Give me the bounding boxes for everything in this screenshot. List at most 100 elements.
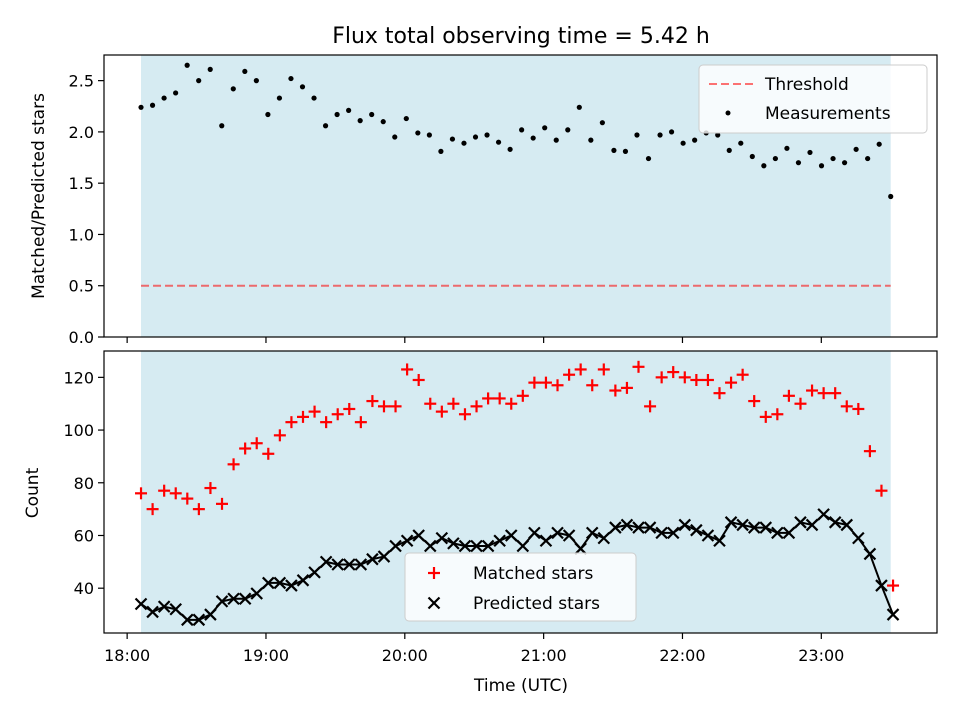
predicted-star-marker (181, 613, 194, 627)
predicted-star-marker (562, 529, 576, 542)
predicted-star-marker (771, 526, 784, 540)
predicted-star-marker (701, 529, 715, 542)
matched-star-marker (794, 397, 807, 410)
predicted-star-marker (794, 516, 807, 529)
count-y-tick-label: 60 (74, 526, 94, 545)
matched-star-marker (667, 366, 680, 379)
count-x-ticks: 18:00 19:00 20:00 21:00 22:00 23:00 (104, 633, 844, 665)
ratio-y-axis-label: Matched/Predicted stars (29, 93, 49, 299)
measurement-point (645, 155, 652, 162)
measurement-point (680, 140, 686, 146)
legend-predicted-swatch (427, 596, 441, 610)
predicted-star-marker (828, 516, 842, 529)
ratio-y-tick-label: 2.5 (69, 72, 94, 91)
measurement-point (472, 134, 479, 140)
measurement-point (507, 146, 513, 152)
count-plot-frame (103, 350, 938, 634)
measurement-point (749, 153, 755, 160)
matched-star-marker (817, 387, 830, 400)
predicted-star-marker (273, 576, 287, 590)
measurement-point (634, 132, 640, 138)
measurement-point (288, 75, 294, 82)
ratio-legend-box (698, 64, 928, 134)
measurement-point (461, 140, 467, 146)
predicted-star-marker (366, 552, 379, 566)
predicted-star-marker (690, 523, 703, 537)
measurement-point (853, 146, 859, 152)
measurement-point (184, 62, 190, 68)
predicted-star-marker (736, 518, 749, 532)
predicted-star-marker (643, 521, 657, 534)
matched-star-marker (748, 395, 761, 408)
matched-star-marker (482, 392, 495, 405)
matched-star-marker (470, 400, 483, 413)
predicted-star-marker (493, 534, 506, 548)
predicted-star-marker (840, 518, 854, 532)
measurement-point (415, 130, 421, 136)
matched-star-marker (389, 400, 402, 413)
ratio-y-tick-label: 0.5 (69, 277, 94, 296)
matched-star-marker (586, 379, 599, 392)
measurement-point (876, 141, 882, 147)
x-tick-label: 21:00 (521, 646, 567, 665)
matched-star-marker (539, 376, 552, 389)
predicted-star-marker (863, 547, 877, 561)
predicted-star-marker (238, 592, 252, 606)
x-tick-label: 19:00 (243, 646, 289, 665)
matched-star-marker (435, 405, 448, 418)
matched-star-marker (181, 492, 194, 505)
measurement-point (784, 145, 790, 151)
measurement-point (576, 104, 582, 110)
matched-star-marker (875, 484, 888, 497)
matched-star-marker (632, 360, 645, 373)
predicted-star-marker (308, 566, 321, 579)
measurement-point (715, 132, 721, 138)
matched-star-marker (725, 376, 738, 389)
count-y-tick-label: 120 (63, 368, 94, 387)
predicted-star-marker (389, 539, 402, 553)
count-y-ticks: 40 60 80 100 120 (63, 368, 104, 598)
predicted-star-marker (146, 605, 159, 619)
ratio-y-tick-label: 1.0 (69, 225, 94, 244)
measurement-point (392, 134, 398, 140)
predicted-star-marker (875, 579, 888, 592)
matched-star-marker (146, 503, 159, 516)
legend-threshold-label: Threshold (764, 75, 849, 95)
measurement-point (311, 95, 317, 101)
matched-star-marker (424, 397, 437, 410)
matched-star-marker (644, 400, 657, 413)
measurement-point (357, 118, 363, 124)
measurement-point (865, 155, 871, 162)
x-axis-label: Time (UTC) (473, 676, 568, 696)
legend-matched-label: Matched stars (473, 564, 593, 584)
matched-star-marker (678, 371, 691, 384)
predicted-star-marker (551, 526, 564, 540)
ratio-panel: 0.0 0.5 1.0 1.5 2.0 2.5 Matched/Predicted sta… (29, 54, 938, 347)
measurement-point (242, 68, 248, 75)
predicted-star-marker (852, 531, 865, 545)
measurement-point (565, 127, 571, 133)
predicted-star-marker (632, 521, 645, 534)
measurement-point (265, 111, 271, 118)
matched-star-marker (285, 416, 298, 429)
matched-star-marker (239, 442, 252, 455)
matched-star-marker (713, 387, 726, 400)
matched-star-marker (169, 487, 182, 500)
measurement-point (841, 160, 848, 166)
predicted-star-marker (817, 508, 830, 521)
legend-measurement-label: Measurements (765, 104, 891, 124)
predicted-star-marker (585, 526, 599, 540)
predicted-star-marker (782, 526, 796, 540)
measurement-point (196, 78, 202, 84)
measurement-point (553, 137, 559, 143)
predicted-star-marker (886, 608, 900, 621)
count-legend-box (404, 552, 637, 622)
matched-star-marker (308, 405, 321, 418)
measurement-point (599, 120, 605, 126)
measurement-points (138, 62, 894, 200)
predicted-star-marker (400, 534, 414, 548)
predicted-star-marker (574, 542, 587, 555)
predicted-star-marker (759, 521, 773, 534)
measurement-point (149, 102, 156, 108)
measurement-point (818, 163, 825, 169)
